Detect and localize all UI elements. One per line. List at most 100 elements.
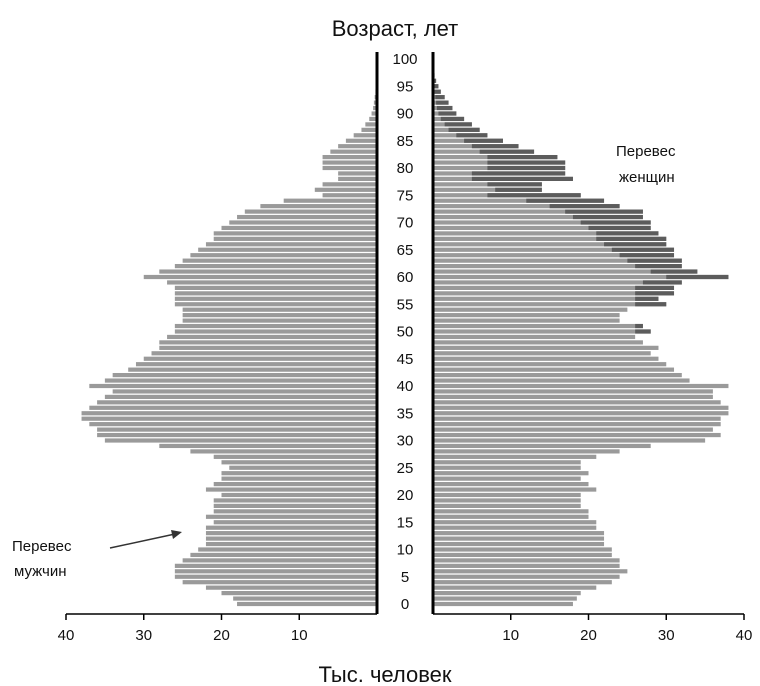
- male-bars: [81, 56, 378, 607]
- male-bar-age-11: [205, 541, 377, 547]
- female-bar-age-66: [433, 242, 667, 247]
- age-tick-bg: [380, 432, 430, 449]
- age-tick-bg: [380, 187, 430, 204]
- female-bar-age-9: [433, 552, 612, 558]
- age-tick-bg: [380, 132, 430, 149]
- female-excess-bar-age-67: [596, 236, 667, 241]
- female-bar-age-24: [433, 471, 589, 476]
- age-tick-bg: [380, 105, 430, 122]
- male-bar-age-30: [104, 438, 378, 443]
- age-tick-label: 65: [397, 242, 414, 259]
- age-tick-labels: 0 5 10 15 20 25 30 35 40 45 50 55 60 65 70 75 80 85 90 95 10…: [380, 51, 430, 613]
- x-tick-label: 30: [135, 627, 152, 644]
- female-bar-age-22: [433, 482, 589, 487]
- age-tick-bg: [380, 214, 430, 231]
- male-bar-age-48: [159, 340, 377, 345]
- female-excess-bar-age-55: [635, 302, 667, 307]
- male-bar-age-13: [205, 531, 377, 536]
- male-bar-age-16: [205, 514, 377, 519]
- male-bar-age-69: [221, 225, 377, 231]
- female-excess-bar-age-63: [627, 258, 682, 263]
- age-tick-label: 95: [397, 78, 414, 95]
- female-bar-age-3: [433, 585, 597, 590]
- age-tick-label: 80: [397, 160, 414, 177]
- female-excess-bar-age-81: [487, 160, 566, 165]
- male-bar-age-86: [353, 133, 378, 138]
- female-bar-age-45: [433, 356, 659, 361]
- male-bar-age-12: [205, 536, 377, 541]
- female-excess-bar-age-86: [456, 133, 488, 138]
- female-bar-age-69: [433, 225, 651, 231]
- female-bar-age-31: [433, 432, 721, 438]
- female-excess-bar-age-66: [604, 242, 667, 247]
- male-bar-age-87: [361, 127, 377, 132]
- female-excess-bar-age-73: [549, 204, 620, 209]
- male-bar-age-79: [338, 171, 378, 176]
- female-bar-age-28: [433, 449, 620, 454]
- age-tick-label: 50: [397, 324, 414, 341]
- male-bar-age-20: [221, 492, 377, 498]
- male-bar-age-15: [213, 520, 377, 525]
- age-tick-bg: [380, 378, 430, 394]
- male-bar-age-71: [237, 214, 377, 220]
- chart-title: Возраст, лет: [332, 16, 459, 41]
- x-tick-label: 40: [58, 627, 75, 644]
- female-bar-age-70: [433, 220, 651, 225]
- female-excess-bar-age-92: [436, 100, 449, 105]
- male-bar-age-61: [159, 269, 377, 274]
- female-excess-bar-age-83: [479, 149, 535, 154]
- female-bar-age-59: [433, 280, 682, 285]
- male-bar-age-41: [104, 378, 378, 383]
- age-tick-label: 60: [397, 269, 414, 286]
- female-excess-bar-age-87: [448, 127, 480, 132]
- female-bar-age-61: [433, 269, 698, 274]
- age-tick-label: 35: [397, 405, 414, 422]
- male-bar-age-50: [174, 329, 377, 334]
- female-bar-age-73: [433, 204, 620, 209]
- age-tick-label: 90: [397, 106, 414, 123]
- female-excess-bar-age-95: [434, 84, 439, 89]
- female-bar-age-23: [433, 476, 581, 481]
- female-bar-age-33: [433, 422, 721, 427]
- male-bar-age-52: [182, 318, 378, 323]
- female-bar-age-10: [433, 547, 612, 552]
- female-excess-bar-age-74: [526, 198, 605, 203]
- age-tick-label: 30: [397, 433, 414, 450]
- female-excess-bar-age-75: [487, 193, 581, 198]
- age-tick-label: 0: [401, 596, 409, 613]
- male-bar-age-7: [174, 563, 377, 568]
- male-bar-age-67: [213, 236, 377, 241]
- age-tick-bg: [380, 487, 430, 503]
- female-bar-age-40: [433, 383, 729, 389]
- male-bar-age-68: [213, 231, 377, 236]
- male-bar-age-64: [190, 253, 377, 258]
- age-tick-bg: [380, 459, 430, 476]
- female-bar-age-52: [433, 318, 620, 323]
- male-bar-age-45: [143, 356, 377, 361]
- female-excess-bar-age-93: [435, 95, 445, 100]
- female-bar-age-30: [433, 438, 706, 443]
- male-bar-age-91: [373, 105, 377, 111]
- female-bar-age-15: [433, 520, 597, 525]
- male-bar-age-89: [369, 116, 378, 122]
- male-bar-age-31: [97, 432, 377, 438]
- female-bar-age-8: [433, 558, 620, 563]
- female-bar-age-74: [433, 198, 605, 203]
- female-bar-age-13: [433, 531, 605, 536]
- arrow-icon: [109, 530, 182, 549]
- age-tick-bg: [380, 541, 430, 558]
- male-bar-age-14: [205, 525, 377, 530]
- female-bar-age-68: [433, 231, 659, 236]
- female-bar-age-1: [433, 596, 577, 601]
- female-bar-age-54: [433, 307, 628, 312]
- age-tick-label: 55: [397, 296, 414, 313]
- female-bar-age-43: [433, 367, 675, 372]
- female-excess-bar-age-64: [619, 253, 675, 258]
- male-bar-age-23: [221, 476, 377, 481]
- male-bar-age-55: [174, 302, 377, 307]
- female-excess-bar-age-94: [434, 89, 441, 94]
- age-tick-bg: [380, 350, 430, 367]
- female-bar-age-5: [433, 574, 620, 579]
- female-bar-age-53: [433, 313, 620, 318]
- female-bar-age-39: [433, 389, 713, 394]
